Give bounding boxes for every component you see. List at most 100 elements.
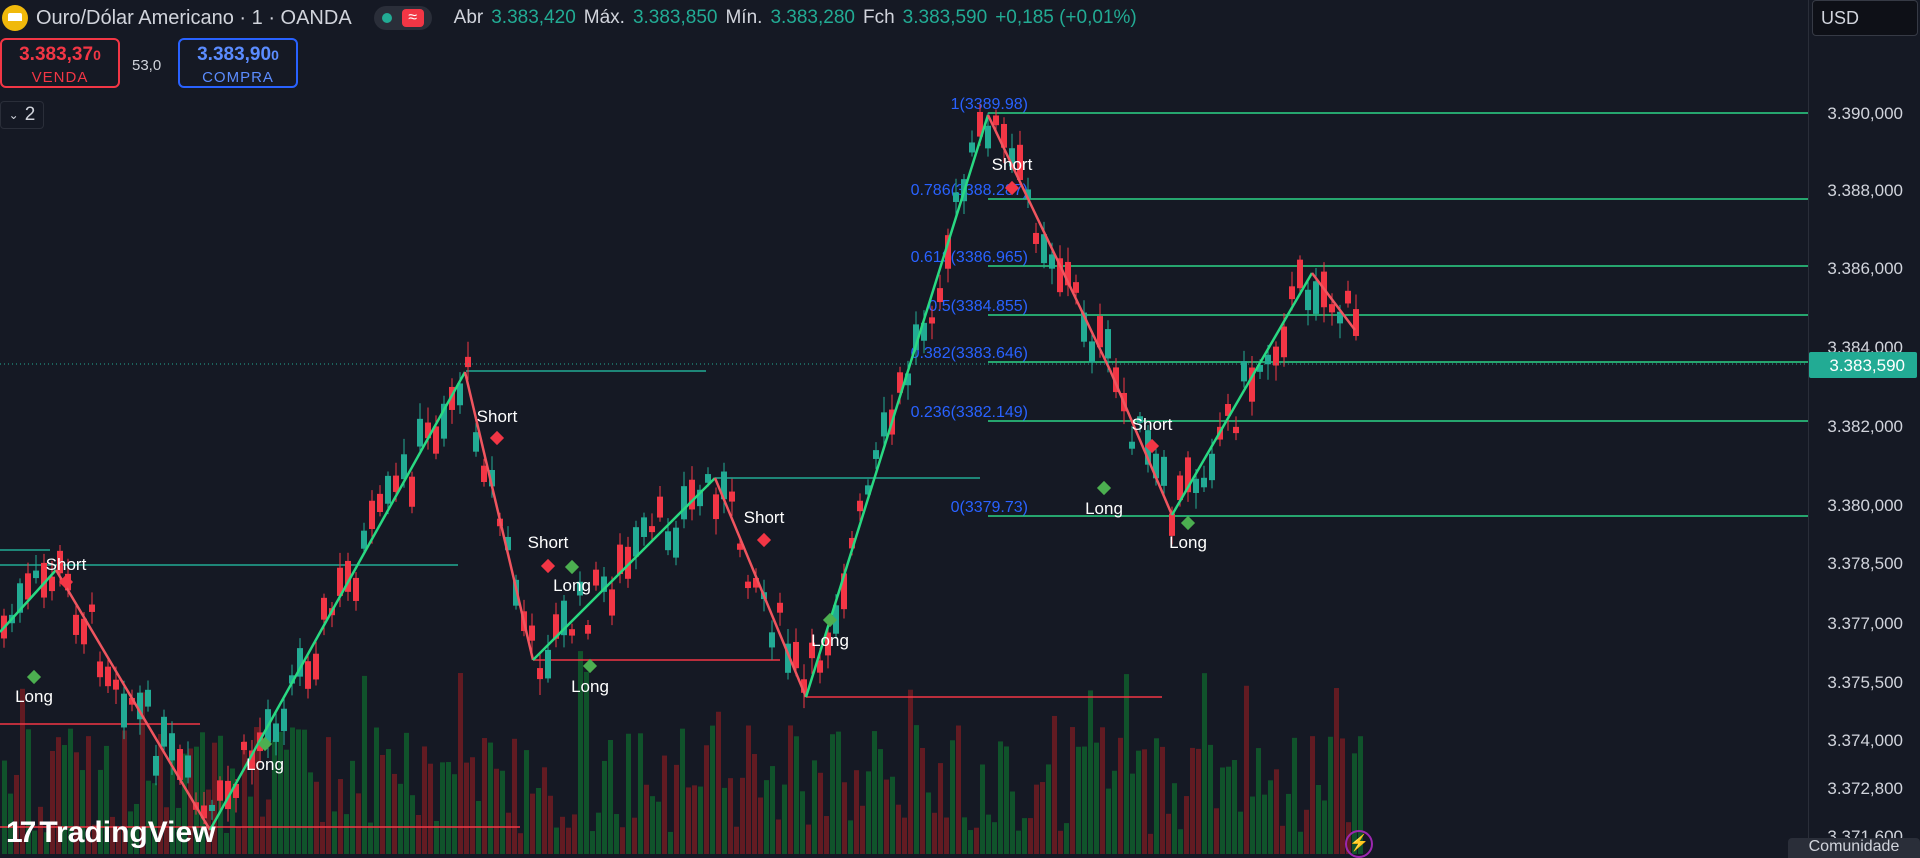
candle-body (1193, 478, 1199, 493)
volume-bar (230, 768, 235, 854)
volume-bar (368, 822, 373, 854)
volume-bar (386, 749, 391, 854)
candle-body (873, 450, 879, 459)
zigzag-lines (0, 114, 1356, 831)
volume-bar (116, 827, 121, 854)
candle-body (921, 322, 927, 341)
volume-bar (1106, 788, 1111, 854)
volume-bar (956, 725, 961, 854)
volume-bar (1250, 796, 1255, 854)
volume-bar (896, 804, 901, 854)
long-signal-label: Long (1169, 533, 1207, 552)
candle-body (1113, 367, 1119, 393)
candle-body (537, 668, 543, 680)
volume-bar (1190, 747, 1195, 854)
candle-body (1049, 254, 1055, 269)
sell-price-small: 0 (93, 47, 101, 63)
volume-bar (1154, 738, 1159, 854)
volume-bar (602, 760, 607, 854)
volume-bar (644, 784, 649, 854)
volume-bar (170, 737, 175, 854)
currency-value: USD (1821, 7, 1860, 28)
low-label: Mín. (725, 7, 763, 28)
volume-bar (764, 780, 769, 854)
price-tick-label: 3.378,500 (1827, 554, 1903, 573)
volume-bar (932, 812, 937, 854)
volume-bar (878, 749, 883, 854)
volume-bar (296, 729, 301, 854)
volume-bar (794, 736, 799, 854)
short-marker (1004, 180, 1020, 196)
candle-body (1337, 311, 1343, 324)
candle-body (441, 403, 447, 439)
volume-bar (404, 732, 409, 854)
indicators-toggle-button[interactable]: ⌄ 2 (0, 101, 44, 129)
volume-bar (128, 811, 133, 854)
candle-body (937, 288, 943, 303)
volume-bar (560, 816, 565, 854)
market-open-dot-icon (381, 13, 392, 23)
sell-button[interactable]: 3.383,370 VENDA (0, 38, 120, 88)
volume-bar (1358, 736, 1363, 854)
price-tick-label: 3.390,000 (1827, 104, 1903, 123)
zigzag-down-line (1108, 369, 1174, 516)
buy-button[interactable]: 3.383,900 COMPRA (178, 38, 298, 88)
volume-bar (428, 763, 433, 854)
zigzag-down-line (1311, 272, 1356, 331)
volume-bar (146, 780, 151, 854)
candle-body (1233, 426, 1239, 434)
change-value: +0,185 (+0,01%) (995, 7, 1137, 28)
currency-select[interactable]: USD (1812, 0, 1918, 36)
candle-body (705, 474, 711, 483)
candle-body (1241, 361, 1247, 382)
volume-bar (140, 692, 145, 854)
volume-bar (44, 832, 49, 854)
market-status-pill[interactable]: ≈ (373, 6, 432, 30)
volume-bar (410, 795, 415, 854)
candle-body (153, 755, 159, 776)
volume-bar (488, 742, 493, 854)
fib-level-label: 0.236(3382.149) (911, 404, 1028, 421)
volume-bars (2, 651, 1363, 854)
candle-body (321, 597, 327, 620)
candle-body (1009, 148, 1015, 167)
short-marker (489, 430, 505, 446)
volume-bar (1040, 782, 1045, 854)
candle-body (225, 780, 231, 810)
volume-bar (1064, 823, 1069, 854)
volume-bar (992, 822, 997, 854)
candle-body (1265, 354, 1271, 365)
volume-bar (836, 731, 841, 854)
volume-bar (512, 738, 517, 854)
volume-bar (1100, 727, 1105, 854)
volume-bar (524, 750, 529, 854)
volume-bar (1310, 736, 1315, 854)
volume-bar (1352, 753, 1357, 854)
volume-bar (1118, 737, 1123, 854)
volume-bar (1202, 673, 1207, 854)
candle-body (729, 491, 735, 502)
community-button[interactable]: Comunidade (1788, 838, 1920, 858)
candle-body (569, 629, 575, 636)
volume-bar (248, 796, 253, 854)
candle-body (1065, 261, 1071, 286)
volume-bar (860, 805, 865, 854)
candle-body (289, 675, 295, 684)
tradingview-logo[interactable]: 17 TradingView (6, 816, 216, 850)
volume-bar (506, 812, 511, 854)
candle-body (553, 614, 559, 639)
volume-bar (800, 791, 805, 854)
volume-bar (242, 741, 247, 854)
long-signal-label: Long (553, 576, 591, 595)
symbol-title[interactable]: Ouro/Dólar Americano · 1 · OANDA (36, 6, 352, 29)
candle-body (993, 115, 999, 126)
volume-bar (1184, 796, 1189, 854)
candle-body (1345, 290, 1351, 304)
volume-bar (536, 787, 541, 854)
volume-bar (236, 826, 241, 854)
long-signal-label: Long (811, 631, 849, 650)
volume-bar (830, 734, 835, 854)
candle-body (481, 465, 487, 482)
volume-bar (938, 763, 943, 854)
